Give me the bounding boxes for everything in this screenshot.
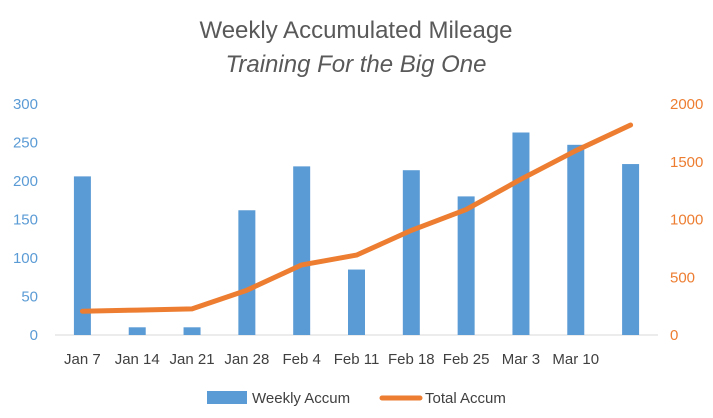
total-accum-line [79, 122, 634, 314]
right-tick-label: 1000 [670, 212, 703, 229]
x-axis: Jan 7 Jan 14 Jan 21 Jan 28 Feb 4 Feb 11 Feb 18… [64, 351, 599, 368]
bar-series [73, 132, 640, 335]
bar-weekly-accum [567, 144, 585, 335]
x-tick-label: Feb 25 [443, 351, 490, 368]
legend-label-weekly: Weekly Accum [252, 390, 350, 407]
bar-weekly-accum [73, 176, 91, 335]
right-tick-label: 0 [670, 327, 678, 344]
bar-weekly-accum [348, 269, 365, 335]
legend-label-total: Total Accum [425, 390, 506, 407]
bar-weekly-accum [457, 196, 475, 335]
left-tick-label: 0 [30, 327, 38, 344]
left-axis: 0 50 100 150 200 250 300 [13, 96, 38, 344]
chart-subtitle: Training For the Big One [225, 51, 486, 78]
x-tick-label: Jan 28 [224, 351, 269, 368]
x-tick-label: Mar 10 [552, 351, 599, 368]
bar-weekly-accum [622, 164, 640, 335]
x-tick-label: Mar 3 [502, 351, 540, 368]
bar-weekly-accum [128, 327, 146, 335]
x-tick-label: Feb 4 [283, 351, 321, 368]
x-tick-label: Feb 11 [334, 351, 380, 368]
legend-swatch-weekly [207, 391, 247, 404]
right-tick-label: 2000 [670, 96, 703, 113]
x-tick-label: Feb 18 [388, 351, 435, 368]
bar-weekly-accum [238, 210, 256, 335]
legend: Weekly Accum Total Accum [207, 390, 506, 407]
left-tick-label: 150 [13, 212, 38, 229]
bar-weekly-accum [293, 166, 311, 335]
right-axis: 0 500 1000 1500 2000 [670, 96, 703, 344]
left-tick-label: 50 [21, 289, 38, 306]
bar-weekly-accum [402, 170, 420, 335]
bar-weekly-accum [183, 327, 201, 335]
right-tick-label: 1500 [670, 154, 703, 171]
left-tick-label: 200 [13, 173, 38, 190]
right-tick-label: 500 [670, 269, 695, 286]
x-tick-label: Jan 14 [115, 351, 160, 368]
left-tick-label: 300 [13, 96, 38, 113]
chart-title: Weekly Accumulated Mileage [199, 17, 512, 44]
x-tick-label: Jan 7 [64, 351, 101, 368]
left-tick-label: 100 [13, 250, 38, 267]
x-tick-label: Jan 21 [170, 351, 215, 368]
bar-weekly-accum [512, 132, 530, 335]
left-tick-label: 250 [13, 135, 38, 152]
